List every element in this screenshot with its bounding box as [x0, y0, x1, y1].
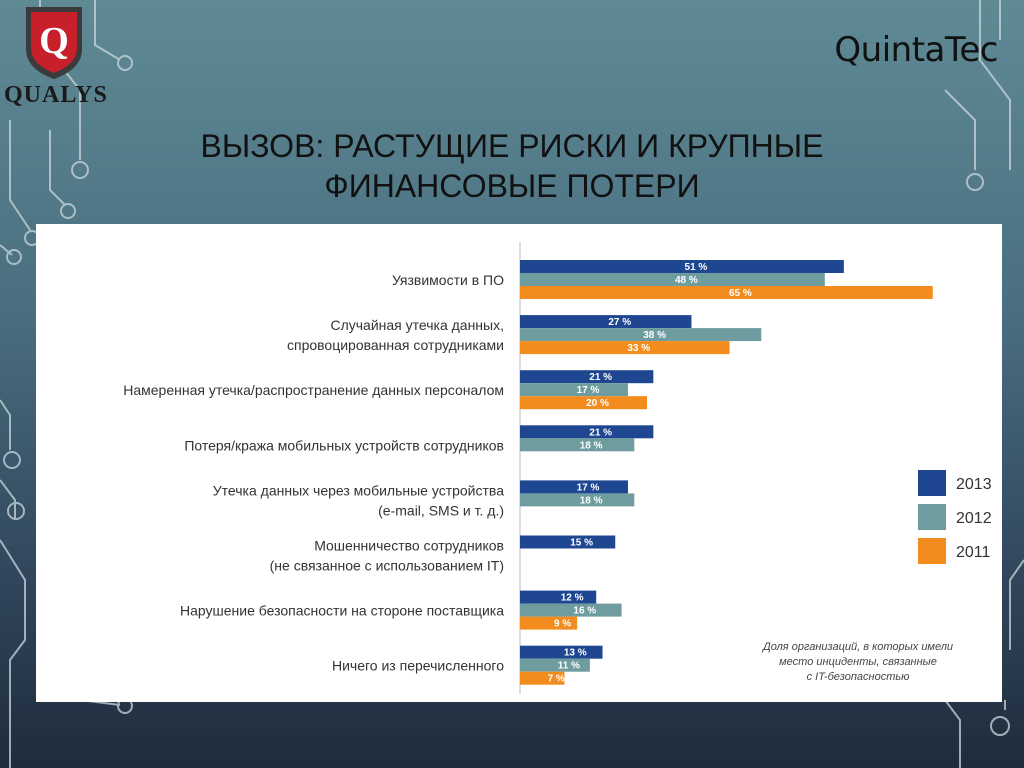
bar-2012 — [520, 438, 635, 452]
bar-value-label: 18 % — [580, 495, 603, 506]
bar-value-label: 33 % — [627, 343, 650, 354]
category-label: Утечка данных через мобильные устройства — [213, 482, 504, 498]
slide-title: ВЫЗОВ: РАСТУЩИЕ РИСКИ И КРУПНЫЕ ФИНАНСОВ… — [120, 126, 904, 206]
bar-2013 — [520, 535, 616, 549]
category-label: Нарушение безопасности на стороне постав… — [180, 603, 504, 619]
bar-2013 — [520, 315, 692, 329]
bar-value-label: 15 % — [570, 538, 593, 549]
bar-2013 — [520, 645, 603, 659]
legend-swatch-2012 — [918, 504, 946, 530]
category-label: Ничего из перечисленного — [332, 658, 504, 674]
bar-value-label: 21 % — [589, 427, 612, 438]
bar-value-label: 17 % — [577, 385, 600, 396]
chart-panel: Уязвимости в ПО 51 % 48 % 65 % Случайная уте… — [36, 224, 1002, 702]
bar-value-label: 9 % — [554, 619, 571, 630]
qualys-logo: Q QUALYS — [0, 0, 130, 115]
bar-2011 — [520, 286, 933, 299]
bar-2013 — [520, 480, 628, 494]
legend-swatch-2011 — [918, 538, 946, 564]
bar-value-label: 21 % — [589, 372, 612, 383]
chart-note-line: место инциденты, связанные — [779, 656, 937, 668]
bar-value-label: 16 % — [573, 606, 596, 617]
bar-value-label: 7 % — [548, 674, 565, 685]
qualys-logo-letter: Q — [39, 20, 69, 62]
bar-value-label: 11 % — [558, 661, 580, 672]
legend-label-2011: 2011 — [956, 544, 991, 561]
chart-note-line: Доля организаций, в которых имели — [761, 641, 953, 653]
chart-note-line: с IT-безопасностью — [807, 671, 910, 683]
bar-value-label: 51 % — [685, 262, 708, 273]
slide-title-line-2: ФИНАНСОВЫЕ ПОТЕРИ — [324, 168, 700, 204]
bar-2013 — [520, 260, 844, 273]
bar-value-label: 27 % — [608, 317, 631, 328]
bar-value-label: 18 % — [580, 440, 603, 451]
category-label: спровоцированная сотрудниками — [287, 337, 504, 353]
bar-value-label: 12 % — [561, 593, 584, 604]
bar-value-label: 13 % — [564, 648, 587, 659]
legend-swatch-2013 — [918, 470, 946, 496]
legend-label-2013: 2013 — [956, 476, 992, 493]
bar-2012 — [520, 658, 590, 672]
bar-2013 — [520, 370, 654, 384]
category-label: Случайная утечка данных, — [330, 317, 504, 333]
bar-2012 — [520, 328, 762, 342]
bar-2012 — [520, 603, 622, 617]
bar-2013 — [520, 425, 654, 439]
bar-value-label: 65 % — [729, 288, 752, 299]
bar-2012 — [520, 493, 635, 507]
bar-value-label: 48 % — [675, 275, 698, 286]
bar-value-label: 17 % — [577, 482, 600, 493]
category-label: (не связанное с использованием IT) — [270, 558, 504, 574]
category-label: Мошенничество сотрудников — [314, 538, 504, 554]
bar-2012 — [520, 273, 825, 286]
bar-2011 — [520, 341, 730, 355]
bar-2011 — [520, 396, 647, 410]
category-label: Уязвимости в ПО — [392, 272, 504, 288]
qualys-wordmark: QUALYS — [4, 82, 108, 108]
slide-title-line-1: ВЫЗОВ: РАСТУЩИЕ РИСКИ И КРУПНЫЕ — [200, 128, 824, 164]
bar-value-label: 38 % — [643, 330, 666, 341]
quintatec-logo: QuintaTec — [834, 30, 998, 70]
qualys-shield-icon: Q — [26, 7, 82, 79]
legend-label-2012: 2012 — [956, 510, 992, 527]
category-label: (e-mail, SMS и т. д.) — [378, 502, 504, 518]
bar-2013 — [520, 590, 597, 604]
bar-2011 — [520, 671, 565, 685]
bar-chart: Уязвимости в ПО 51 % 48 % 65 % Случайная уте… — [123, 242, 992, 694]
category-label: Потеря/кража мобильных устройств сотрудн… — [184, 437, 504, 453]
category-label: Намеренная утечка/распространение данных… — [123, 382, 504, 398]
bar-2012 — [520, 383, 628, 397]
bar-2011 — [520, 616, 578, 630]
bar-value-label: 20 % — [586, 398, 609, 409]
